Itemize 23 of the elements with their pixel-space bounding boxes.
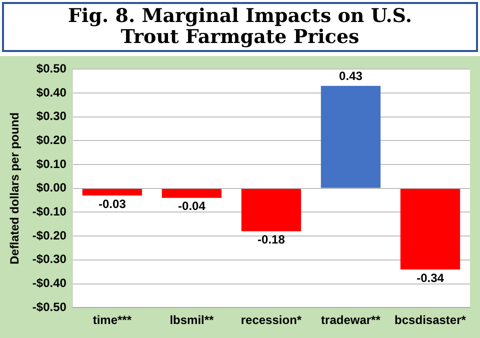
x-tick-label: tradewar** bbox=[321, 313, 381, 328]
y-tick-label: -$0.50 bbox=[32, 300, 67, 314]
y-tick-label: -$0.30 bbox=[32, 252, 67, 266]
y-tick-label: $0.20 bbox=[36, 133, 67, 148]
y-tick-label: $0.00 bbox=[36, 180, 67, 195]
y-tick-label: -$0.10 bbox=[32, 204, 67, 219]
data-label: 0.43 bbox=[339, 69, 363, 84]
y-axis-title: Deflated dollars per pound bbox=[8, 112, 22, 264]
x-tick-label: lbsmil** bbox=[170, 313, 214, 328]
y-tick-label: $0.30 bbox=[36, 109, 67, 124]
y-tick-label: -$0.20 bbox=[32, 228, 67, 242]
chart-title: Fig. 8. Marginal Impacts on U.S. Trout Farmgate Prices bbox=[2, 2, 478, 52]
y-tick-label: $0.40 bbox=[36, 85, 67, 100]
y-tick-label: $0.50 bbox=[36, 62, 67, 76]
y-tick-label: -$0.40 bbox=[32, 276, 67, 290]
x-tick-label: recession* bbox=[240, 313, 302, 328]
x-tick-label: bcsdisaster* bbox=[394, 313, 466, 328]
y-tick-label: $0.10 bbox=[36, 156, 67, 171]
data-label: -0.18 bbox=[258, 232, 286, 247]
x-tick-label: time*** bbox=[92, 313, 132, 328]
data-label: -0.04 bbox=[178, 199, 206, 214]
data-label: -0.03 bbox=[98, 196, 126, 211]
data-label: -0.34 bbox=[416, 270, 444, 285]
